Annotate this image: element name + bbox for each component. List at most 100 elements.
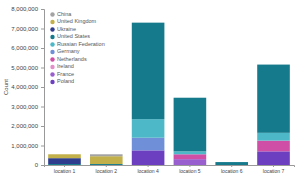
y-tick: 6,000,000 (11, 45, 44, 51)
x-tick-label: location 1 (54, 168, 76, 174)
y-axis-line (41, 10, 45, 166)
y-tick-mark (41, 107, 44, 108)
bar-segment (90, 165, 123, 166)
legend-item: China (50, 11, 72, 17)
series (90, 154, 123, 156)
legend-label: Poland (57, 78, 74, 84)
y-tick-mark (41, 68, 44, 69)
bar-segment (48, 165, 81, 166)
series (132, 138, 165, 151)
bar-segment (90, 165, 123, 166)
legend-label: United States (57, 33, 90, 39)
series (132, 150, 290, 165)
x-tick: location 5 (179, 165, 201, 174)
bar-segment (90, 165, 123, 166)
legend-item: Poland (50, 78, 74, 84)
legend-label: Ukraine (57, 26, 76, 32)
x-tick-mark (273, 165, 274, 167)
bar-segment (257, 64, 290, 65)
y-tick: 2,000,000 (11, 123, 44, 129)
legend-label: Germany (57, 48, 80, 54)
legend-item: Russian Federation (50, 41, 104, 47)
y-tick-mark (41, 48, 44, 49)
bar-segment (215, 162, 248, 165)
legend-swatch (50, 42, 54, 46)
y-tick: 8,000,000 (11, 6, 44, 12)
legend-swatch (50, 65, 54, 69)
x-axis-line (45, 166, 295, 168)
series (48, 23, 290, 165)
bar-segment (48, 154, 81, 155)
x-tick-mark (231, 165, 232, 167)
bar-segment (132, 150, 165, 165)
y-tick: 0 (35, 162, 44, 168)
y-tick-label: 2,000,000 (11, 123, 38, 129)
y-tick-mark (41, 146, 44, 147)
bar-segment (257, 65, 290, 133)
y-tick-label: 1,000,000 (11, 143, 38, 149)
y-tick: 4,000,000 (11, 84, 44, 90)
legend-item: Ukraine (50, 26, 76, 32)
y-tick-label: 7,000,000 (11, 26, 38, 32)
bar-segment (215, 162, 248, 163)
series (48, 154, 122, 164)
bar-segment (132, 138, 165, 151)
y-tick-label: 8,000,000 (11, 6, 38, 12)
y-tick-label: 0 (35, 162, 39, 168)
bar-segment (174, 159, 207, 165)
bar-segment (48, 165, 81, 166)
bar-segment (48, 154, 81, 158)
y-tick-label: 5,000,000 (11, 65, 38, 71)
y-tick-mark (41, 87, 44, 88)
bar-segment (132, 23, 165, 120)
bar-segment (215, 162, 248, 163)
x-axis: location 1 location 2 location 4 location 5… (45, 165, 295, 174)
legend-item: United States (50, 33, 90, 39)
x-tick-label: location 7 (263, 168, 285, 174)
bars (48, 23, 290, 165)
series (174, 159, 207, 165)
x-tick: location 6 (221, 165, 243, 174)
y-tick: 3,000,000 (11, 104, 44, 110)
series (48, 158, 81, 164)
legend-item: Germany (50, 48, 80, 54)
x-tick-mark (106, 165, 107, 167)
x-tick-mark (189, 165, 190, 167)
x-tick: location 2 (96, 165, 118, 174)
bar-segment (90, 165, 123, 166)
legend-label: Ireland (57, 63, 74, 69)
legend-label: United Kingdom (57, 18, 97, 24)
bar-segment (257, 64, 290, 65)
chart: 0 1,000,000 2,000,000 3,000,000 4,000,000 5,0… (0, 0, 300, 179)
bar-segment (132, 22, 165, 23)
legend-label: Russian Federation (57, 41, 105, 47)
bar-segment (257, 133, 290, 141)
x-tick-label: location 6 (221, 168, 243, 174)
bar-segment (174, 97, 207, 98)
bar-segment (257, 151, 290, 165)
x-tick: location 7 (263, 165, 285, 174)
y-tick: 7,000,000 (11, 26, 44, 32)
bar-segment (132, 22, 165, 23)
bar-segment (48, 165, 81, 166)
legend-label: Netherlands (57, 56, 87, 62)
bar-segment (90, 154, 123, 156)
y-axis: 0 1,000,000 2,000,000 3,000,000 4,000,000 5,0… (11, 6, 44, 168)
legend-swatch (50, 12, 54, 16)
bar-segment (174, 98, 207, 152)
legend-item: France (50, 71, 74, 77)
x-tick-label: location 4 (137, 168, 159, 174)
plot: 0 1,000,000 2,000,000 3,000,000 4,000,000 5,0… (11, 6, 294, 174)
bar-segment (257, 64, 290, 65)
x-tick: location 4 (137, 165, 159, 174)
y-tick-mark (41, 9, 44, 10)
bar-segment (174, 154, 207, 159)
legend-item: United Kingdom (50, 18, 96, 24)
legend-swatch (50, 20, 54, 24)
legend-swatch (50, 57, 54, 61)
y-tick-label: 6,000,000 (11, 45, 38, 51)
legend: ChinaUnited Kingdom UkraineUnited States R… (50, 11, 104, 85)
y-tick: 5,000,000 (11, 65, 44, 71)
legend-swatch (50, 50, 54, 54)
y-axis-title: Count (3, 79, 9, 95)
